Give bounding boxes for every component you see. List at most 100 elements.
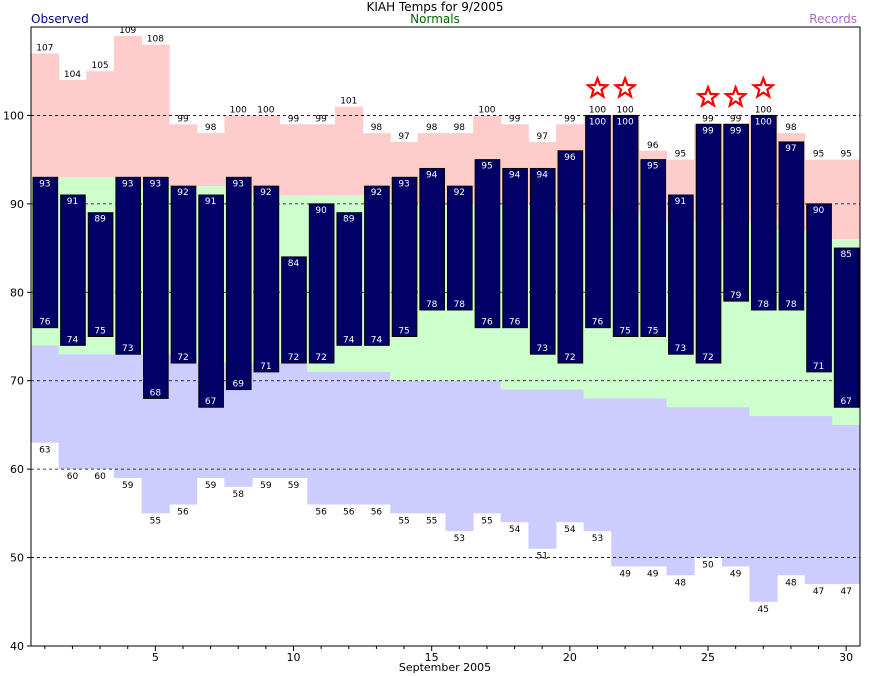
observed-low-label: 71 bbox=[813, 362, 824, 372]
record-low-band bbox=[804, 416, 833, 585]
observed-high-label: 90 bbox=[315, 206, 327, 216]
observed-high-label: 94 bbox=[426, 170, 438, 180]
record-low-band bbox=[86, 354, 115, 470]
record-low-label: 53 bbox=[454, 534, 465, 544]
observed-low-label: 73 bbox=[122, 344, 133, 354]
observed-low-label: 67 bbox=[205, 397, 216, 407]
observed-low-label: 67 bbox=[840, 397, 851, 407]
observed-high-label: 96 bbox=[564, 153, 576, 163]
record-high-label: 104 bbox=[64, 70, 81, 80]
x-tick-label: 30 bbox=[839, 651, 853, 664]
record-low-label: 60 bbox=[94, 472, 106, 482]
record-high-band bbox=[832, 159, 861, 240]
record-low-label: 59 bbox=[205, 481, 217, 491]
record-low-label: 50 bbox=[702, 561, 714, 571]
observed-low-label: 78 bbox=[454, 300, 466, 310]
y-tick-label: 100 bbox=[3, 109, 24, 122]
observed-bar bbox=[364, 185, 390, 346]
x-tick-label: 20 bbox=[563, 651, 577, 664]
record-high-label: 100 bbox=[589, 105, 606, 115]
observed-bar bbox=[723, 123, 749, 302]
chart-title: KIAH Temps for 9/2005 bbox=[366, 0, 504, 14]
y-tick-label: 40 bbox=[10, 640, 24, 653]
record-stars bbox=[585, 75, 776, 108]
observed-low-label: 68 bbox=[150, 388, 162, 398]
observed-high-label: 100 bbox=[755, 117, 772, 127]
observed-bar bbox=[474, 159, 501, 329]
record-high-label: 95 bbox=[675, 150, 686, 160]
x-tick-label: 5 bbox=[152, 651, 159, 664]
observed-high-label: 99 bbox=[702, 126, 714, 136]
record-low-label: 45 bbox=[758, 605, 769, 615]
observed-high-label: 89 bbox=[343, 215, 355, 225]
record-low-label: 58 bbox=[233, 490, 245, 500]
record-high-label: 98 bbox=[371, 123, 383, 133]
observed-bar bbox=[502, 167, 528, 329]
observed-low-label: 76 bbox=[39, 318, 51, 328]
record-high-label: 95 bbox=[813, 150, 824, 160]
observed-bars bbox=[32, 114, 860, 408]
record-low-band bbox=[777, 416, 806, 576]
legend-normals: Normals bbox=[410, 12, 460, 26]
y-tick-label: 80 bbox=[10, 286, 24, 299]
record-low-label: 59 bbox=[122, 481, 134, 491]
record-high-band bbox=[224, 115, 253, 187]
observed-bar bbox=[529, 167, 556, 355]
observed-low-label: 79 bbox=[730, 291, 742, 301]
observed-high-label: 85 bbox=[840, 250, 851, 260]
observed-bar bbox=[60, 194, 86, 346]
observed-high-label: 93 bbox=[39, 179, 50, 189]
record-high-band bbox=[307, 124, 336, 196]
record-high-label: 100 bbox=[257, 105, 274, 115]
observed-high-label: 92 bbox=[454, 188, 465, 198]
observed-bar bbox=[419, 167, 446, 311]
observed-bar bbox=[640, 159, 667, 337]
record-low-label: 59 bbox=[288, 481, 300, 491]
observed-low-label: 74 bbox=[371, 335, 383, 345]
record-low-band bbox=[390, 380, 419, 514]
record-low-band bbox=[638, 398, 668, 567]
observed-bar bbox=[833, 247, 860, 408]
observed-high-label: 90 bbox=[813, 206, 825, 216]
record-high-label: 98 bbox=[426, 123, 438, 133]
record-low-band bbox=[169, 354, 198, 505]
observed-bar bbox=[750, 114, 777, 311]
record-low-band bbox=[279, 363, 308, 478]
observed-high-label: 91 bbox=[205, 197, 216, 207]
record-high-label: 100 bbox=[230, 105, 247, 115]
record-low-label: 59 bbox=[260, 481, 272, 491]
observed-high-label: 84 bbox=[288, 259, 300, 269]
record-low-label: 63 bbox=[39, 446, 50, 456]
observed-low-label: 78 bbox=[785, 300, 797, 310]
record-high-band bbox=[334, 106, 364, 196]
observed-bar bbox=[336, 212, 363, 346]
record-low-band bbox=[611, 398, 640, 567]
record-low-band bbox=[113, 354, 143, 478]
observed-high-label: 100 bbox=[589, 117, 606, 127]
observed-high-label: 99 bbox=[730, 126, 742, 136]
observed-bar bbox=[612, 114, 639, 337]
observed-high-label: 100 bbox=[617, 117, 634, 127]
observed-high-label: 91 bbox=[67, 197, 78, 207]
record-low-label: 56 bbox=[315, 508, 327, 518]
record-low-band bbox=[334, 371, 364, 505]
record-high-label: 100 bbox=[478, 105, 495, 115]
observed-high-label: 89 bbox=[94, 215, 106, 225]
record-low-label: 49 bbox=[647, 569, 659, 579]
record-low-label: 48 bbox=[675, 578, 687, 588]
observed-bar bbox=[225, 176, 252, 391]
observed-high-label: 92 bbox=[371, 188, 382, 198]
record-low-band bbox=[307, 371, 336, 505]
grid-lines bbox=[31, 115, 860, 558]
observed-low-label: 76 bbox=[481, 318, 493, 328]
observed-high-label: 93 bbox=[398, 179, 409, 189]
observed-low-label: 72 bbox=[177, 353, 188, 363]
observed-high-label: 95 bbox=[647, 162, 658, 172]
observed-bar bbox=[198, 194, 224, 408]
record-high-label: 98 bbox=[205, 123, 217, 133]
record-star-icon bbox=[723, 84, 749, 108]
record-low-label: 47 bbox=[813, 587, 824, 597]
observed-low-label: 75 bbox=[647, 327, 658, 337]
observed-bar bbox=[87, 212, 114, 337]
record-high-label: 99 bbox=[702, 114, 714, 124]
